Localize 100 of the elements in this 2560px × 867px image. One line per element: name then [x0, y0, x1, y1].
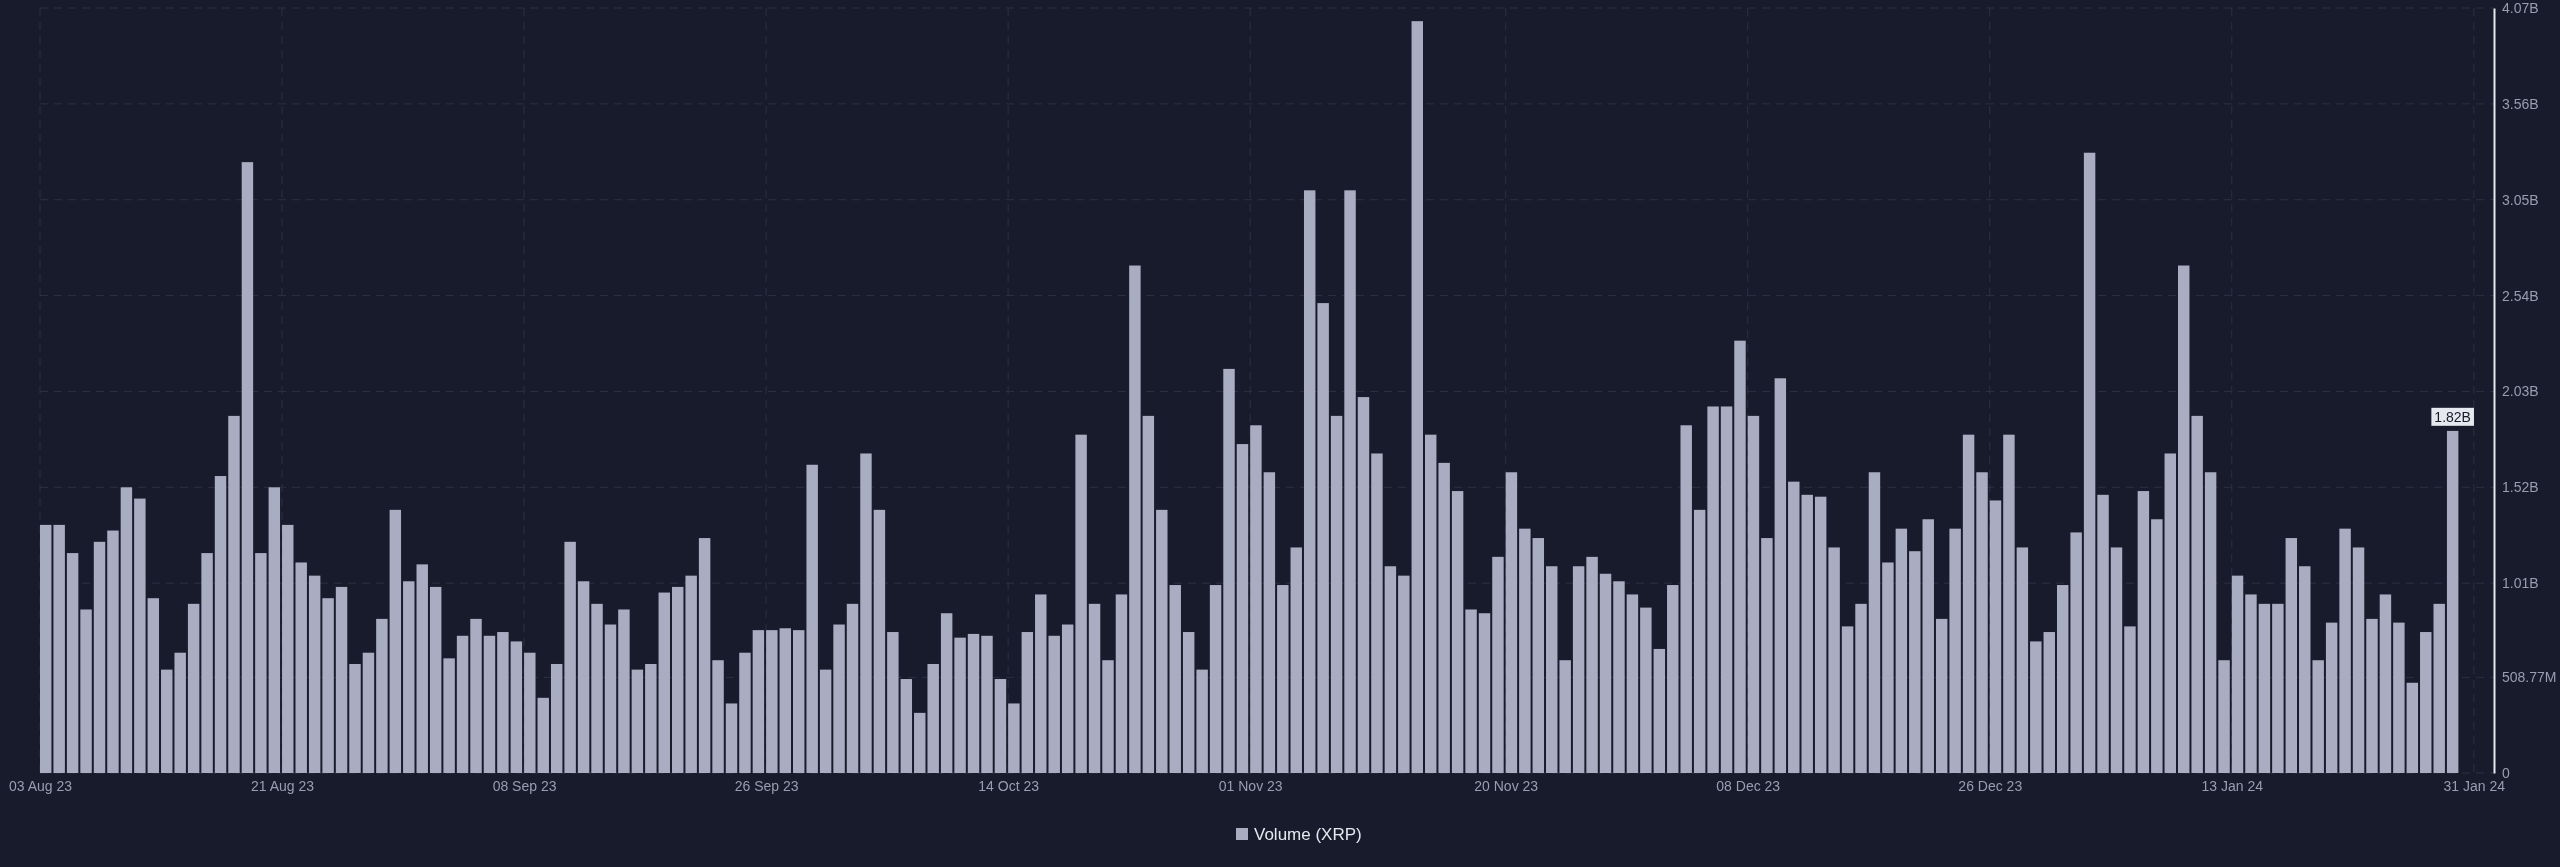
bar [1344, 190, 1356, 773]
x-tick-label: 01 Nov 23 [1218, 777, 1283, 794]
y-tick-label: 1.52B [2502, 479, 2539, 496]
bar [107, 530, 119, 773]
bar [483, 635, 496, 773]
bar [1626, 594, 1639, 773]
bar [1734, 340, 1746, 773]
bar [376, 618, 388, 773]
bar [1250, 425, 1262, 773]
bar [1021, 632, 1034, 773]
bar [2003, 434, 2015, 773]
bar [2178, 265, 2190, 773]
bar [1384, 566, 1397, 773]
bar [1330, 415, 1343, 773]
bar [1277, 585, 1289, 773]
bar [1196, 669, 1208, 773]
bar [1707, 406, 1719, 773]
bar [2420, 632, 2432, 773]
bar [712, 660, 724, 773]
bar [1841, 626, 1854, 773]
bar [214, 476, 227, 773]
bar [766, 630, 778, 773]
bar [1209, 585, 1222, 773]
bar [2379, 594, 2392, 773]
bar [954, 637, 966, 773]
bar [1465, 609, 1477, 773]
bar [2433, 603, 2445, 773]
bar [510, 641, 523, 773]
bar [120, 487, 133, 773]
bar [40, 524, 52, 773]
bar [2124, 626, 2136, 773]
bar [2204, 472, 2217, 773]
bar [1559, 660, 1571, 773]
bar [537, 697, 549, 773]
bar [2137, 491, 2150, 773]
bar [255, 553, 267, 773]
bar [322, 598, 334, 773]
legend-label: Volume (XRP) [1254, 824, 1362, 844]
bar [1035, 594, 1047, 773]
bar [147, 598, 160, 773]
bar [1935, 618, 1948, 773]
bar [1720, 406, 1733, 773]
y-tick-label: 1.01B [2502, 575, 2539, 592]
bar [1814, 496, 1827, 773]
bar [1371, 453, 1383, 773]
bar [1102, 660, 1114, 773]
bar [456, 635, 469, 773]
bar [1075, 434, 1087, 773]
bar [725, 703, 738, 773]
bar [1855, 603, 1867, 773]
bar [793, 630, 805, 773]
y-tick-label: 4.07B [2502, 0, 2539, 16]
bar [2056, 585, 2069, 773]
bar [1290, 547, 1302, 773]
bar [349, 663, 361, 773]
bar [389, 509, 402, 773]
bar [1949, 528, 1961, 773]
bar [53, 524, 65, 773]
bar [80, 609, 92, 773]
y-tick-label: 2.54B [2502, 287, 2539, 304]
bar [1586, 556, 1598, 773]
bar [1882, 562, 1894, 773]
bar [2070, 532, 2082, 773]
bar [161, 669, 173, 773]
bar [2393, 622, 2405, 773]
bar [2016, 547, 2029, 773]
bar [1653, 648, 1666, 773]
bar [1922, 519, 1934, 773]
bar [1667, 585, 1679, 773]
bar [1976, 472, 1988, 773]
bar [658, 592, 670, 773]
x-tick-label: 08 Sep 23 [492, 777, 557, 794]
x-tick-label: 13 Jan 24 [2201, 777, 2264, 794]
bar [2083, 152, 2096, 773]
bar [2312, 660, 2324, 773]
bar [1492, 556, 1504, 773]
bar [497, 632, 509, 773]
bar [2231, 575, 2244, 773]
bar [2299, 566, 2311, 773]
bar [308, 575, 321, 773]
bar [403, 581, 415, 773]
bar [443, 658, 455, 773]
bar [1895, 528, 1908, 773]
data-label: 1.82B [2434, 408, 2471, 425]
bar [819, 669, 832, 773]
bar [806, 464, 818, 773]
bar [2339, 528, 2351, 773]
bar [1613, 581, 1625, 773]
bar [1546, 566, 1558, 773]
bar [2272, 603, 2284, 773]
bar [93, 541, 106, 773]
bar [2191, 415, 2203, 773]
bar [2285, 538, 2298, 773]
bar [2030, 641, 2042, 773]
bar [2245, 594, 2257, 773]
bar [2043, 632, 2055, 773]
bar [1788, 481, 1800, 773]
bar [416, 564, 428, 773]
bar [429, 586, 442, 773]
bar [671, 586, 684, 773]
